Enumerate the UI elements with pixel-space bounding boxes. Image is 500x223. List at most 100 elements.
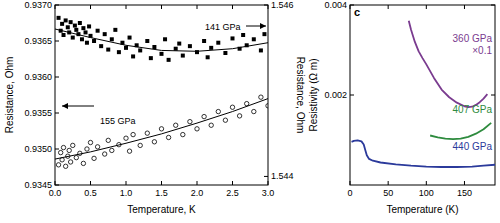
- point: [177, 42, 181, 46]
- point: [67, 148, 71, 152]
- point: [128, 36, 132, 40]
- point: [71, 36, 75, 40]
- y-tick: [55, 5, 59, 6]
- y2-tick-label: 1.544: [271, 171, 294, 181]
- y-axis-title: Resistivity (Ω m): [308, 58, 319, 131]
- x-tick-label: 1.0: [120, 188, 133, 198]
- line: [352, 140, 495, 167]
- point: [99, 44, 103, 48]
- point: [181, 54, 185, 58]
- point: [138, 48, 142, 52]
- point: [131, 132, 135, 136]
- y-tick: [55, 41, 59, 42]
- point: [202, 114, 206, 118]
- point: [73, 24, 77, 28]
- panel: 0501001500.0020.004Temperature (K)Resist…: [308, 0, 495, 215]
- point: [56, 163, 60, 167]
- y-tick-label: 0.9365: [24, 36, 52, 46]
- x-tick: [197, 181, 198, 185]
- x-tick: [464, 5, 465, 9]
- line: [55, 99, 268, 159]
- point: [66, 25, 70, 29]
- y-tick: [55, 185, 59, 186]
- y2-tick: [264, 176, 268, 177]
- x-tick-label: 2.0: [191, 188, 204, 198]
- point: [245, 101, 249, 105]
- x-tick: [197, 5, 198, 9]
- point: [110, 148, 114, 152]
- point: [252, 37, 256, 41]
- line: [430, 123, 491, 139]
- point: [95, 145, 99, 149]
- x-tick: [426, 181, 427, 185]
- arrow-head: [62, 103, 68, 109]
- point: [202, 39, 206, 43]
- series-label: 407 GPa: [453, 104, 493, 115]
- x-axis-title: Temperature, K: [127, 204, 196, 215]
- point: [166, 135, 170, 139]
- point: [92, 39, 96, 43]
- point: [57, 16, 61, 20]
- point: [87, 24, 91, 28]
- point: [209, 123, 213, 127]
- point: [71, 143, 75, 147]
- chart-svg: 0.00.51.01.52.02.53.00.93450.93500.93550…: [0, 0, 500, 223]
- point: [266, 104, 268, 108]
- x-tick: [90, 181, 91, 185]
- point: [145, 39, 149, 43]
- y2-axis-title: Resistance, Ohm: [295, 57, 306, 134]
- point: [259, 48, 263, 52]
- y-tick: [55, 149, 59, 150]
- point: [160, 52, 164, 56]
- x-tick: [55, 181, 56, 185]
- point: [167, 58, 171, 62]
- y-axis-title: Resistance, Ohm: [4, 57, 15, 134]
- x-tick: [90, 5, 91, 9]
- point: [124, 136, 128, 140]
- x-tick-label: 150: [457, 188, 472, 198]
- point: [106, 48, 110, 52]
- point: [85, 41, 89, 45]
- point: [131, 54, 135, 58]
- point: [138, 143, 142, 147]
- y-tick-label: 0.9355: [24, 108, 52, 118]
- x-axis-title: Temperature (K): [386, 204, 458, 215]
- x-tick: [232, 181, 233, 185]
- x-tick-label: 0: [347, 188, 352, 198]
- y-tick-label: 0.9350: [24, 144, 52, 154]
- point: [96, 29, 100, 33]
- point: [81, 26, 85, 30]
- x-tick: [126, 5, 127, 9]
- point: [69, 20, 73, 24]
- point: [216, 109, 220, 113]
- point: [81, 161, 85, 165]
- point: [149, 56, 153, 60]
- panel: 0.00.51.01.52.02.53.00.93450.93500.93550…: [4, 0, 306, 215]
- point: [174, 123, 178, 127]
- point: [58, 150, 62, 154]
- point: [188, 119, 192, 123]
- point: [188, 44, 192, 48]
- x-tick: [388, 181, 389, 185]
- x-tick: [232, 5, 233, 9]
- point: [74, 155, 78, 159]
- x-tick-label: 0.5: [84, 188, 97, 198]
- point: [127, 149, 131, 153]
- arrow-head: [260, 23, 266, 29]
- point: [231, 36, 235, 40]
- point: [124, 46, 128, 50]
- point: [152, 45, 156, 49]
- point: [78, 21, 82, 25]
- point: [61, 145, 65, 149]
- point: [60, 22, 64, 26]
- data-group: [55, 16, 268, 169]
- point: [80, 37, 84, 41]
- x-tick: [426, 5, 427, 9]
- point: [110, 37, 114, 41]
- point: [237, 114, 241, 118]
- y-tick: [491, 95, 495, 96]
- point: [145, 131, 149, 135]
- y-tick-label: 0.9360: [24, 72, 52, 82]
- point: [223, 51, 227, 55]
- point: [103, 152, 107, 156]
